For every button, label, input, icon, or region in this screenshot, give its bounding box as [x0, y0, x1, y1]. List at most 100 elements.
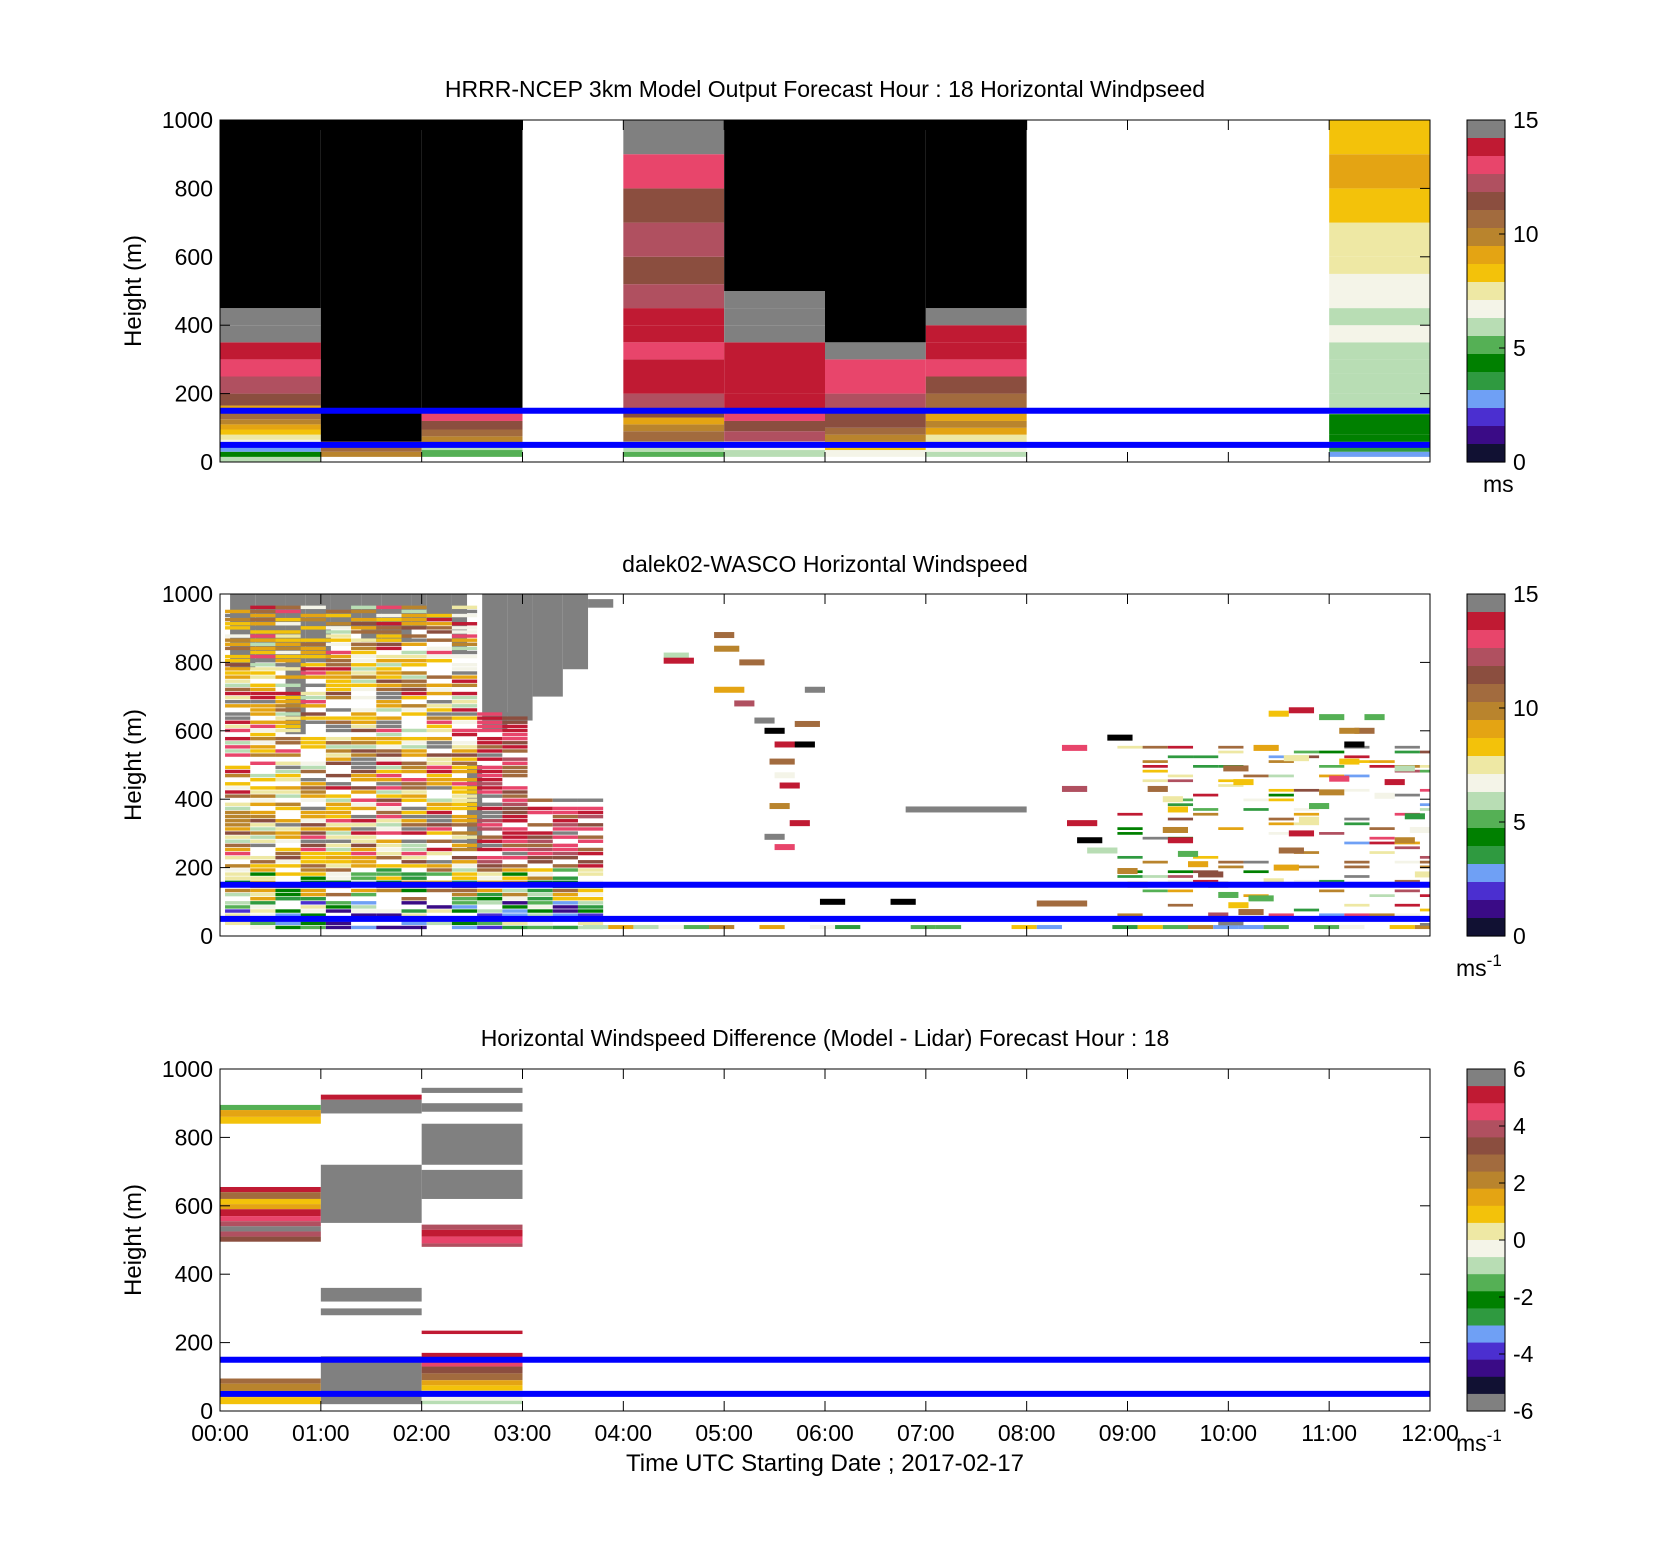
heatmap-cell: [502, 876, 528, 880]
colorbar-segment: [1467, 390, 1505, 409]
heatmap-segment: [769, 758, 795, 765]
heatmap-cell: [426, 741, 452, 745]
heatmap-cell: [376, 675, 402, 679]
heatmap-cell: [552, 925, 578, 930]
colorbar-segment: [1467, 828, 1505, 847]
heatmap-cell: [502, 749, 528, 753]
x-tick-label: 07:00: [897, 1420, 955, 1446]
heatmap-cell: [325, 905, 352, 909]
heatmap-cell: [451, 671, 478, 675]
heatmap-cell: [325, 638, 352, 642]
heatmap-cell: [1268, 793, 1294, 797]
heatmap-cell: [376, 806, 402, 811]
heatmap-cell: [451, 806, 478, 811]
heatmap-cell: [325, 691, 352, 696]
colorbar-segment: [1467, 444, 1505, 463]
heatmap-cell: [275, 835, 301, 839]
heatmap-cell: [623, 410, 725, 418]
heatmap-cell: [225, 675, 251, 679]
heatmap-cell: [376, 819, 402, 823]
heatmap-cell: [1117, 913, 1143, 917]
heatmap-cell: [376, 864, 402, 868]
heatmap-cell: [250, 720, 276, 724]
heatmap-cell: [451, 716, 478, 720]
heatmap-cell: [376, 658, 402, 663]
colorbar-segment: [1467, 1274, 1505, 1292]
heatmap-cell: [577, 864, 604, 868]
heatmap-cell: [250, 736, 276, 741]
heatmap-cell: [250, 839, 276, 843]
heatmap-cell: [1369, 894, 1395, 898]
heatmap-cell: [325, 622, 352, 626]
heatmap-cell: [275, 773, 301, 778]
heatmap-cell: [351, 835, 377, 839]
heatmap-cell: [1243, 798, 1269, 802]
heatmap-cell: [1142, 745, 1168, 749]
heatmap-cell: [275, 794, 301, 798]
heatmap-cell: [421, 436, 523, 444]
heatmap-cell: [325, 609, 352, 614]
heatmap-cell: [351, 769, 377, 774]
heatmap-cell: [477, 728, 503, 733]
colorbar-segment: [1467, 918, 1505, 937]
heatmap-cell: [275, 819, 301, 823]
heatmap-cell: [300, 864, 326, 868]
heatmap-cell: [502, 921, 528, 926]
heatmap-segment: [1384, 779, 1405, 786]
heatmap-cell: [451, 868, 478, 872]
heatmap-cell: [1142, 765, 1168, 768]
heatmap-cell: [623, 393, 725, 411]
colorbar-segment: [1467, 1137, 1505, 1156]
heatmap-cell: [1268, 798, 1294, 802]
x-tick-label: 09:00: [1099, 1420, 1157, 1446]
heatmap-cell: [825, 434, 926, 442]
heatmap-cell: [1394, 879, 1420, 883]
heatmap-cell: [633, 925, 659, 930]
heatmap-segment: [794, 720, 820, 727]
colorbar-unit: ms: [1483, 471, 1514, 497]
heatmap-cell: [225, 646, 251, 651]
heatmap-cell: [451, 728, 478, 733]
heatmap-cell: [724, 393, 825, 411]
heatmap-cell: [451, 630, 478, 634]
colorbar-segment: [1467, 684, 1505, 703]
heatmap-cell: [376, 851, 402, 856]
heatmap-cell: [426, 782, 452, 786]
y-tick-label: 600: [175, 244, 213, 270]
heatmap-cell: [477, 765, 503, 770]
heatmap-cell: [527, 847, 553, 852]
heatmap-cell: [325, 773, 352, 778]
heatmap-cell: [1137, 925, 1163, 930]
heatmap-cell: [225, 819, 251, 823]
heatmap-cell: [300, 646, 326, 651]
heatmap-cell: [401, 626, 427, 630]
heatmap-cell: [376, 671, 402, 675]
heatmap-cell: [220, 1226, 321, 1232]
heatmap-cell: [220, 456, 321, 462]
heatmap-cell: [401, 634, 427, 638]
heatmap-cell: [1142, 860, 1168, 864]
heatmap-cell: [658, 925, 684, 930]
heatmap-cell: [225, 736, 251, 741]
heatmap-cell: [300, 901, 326, 905]
heatmap-cell: [401, 695, 427, 700]
heatmap-cell: [623, 424, 725, 432]
heatmap-cell: [300, 741, 326, 745]
heatmap-cell: [376, 609, 402, 614]
heatmap-cell: [300, 913, 326, 917]
heatmap-cell: [225, 790, 251, 794]
x-tick-label: 02:00: [393, 1420, 451, 1446]
heatmap-cell: [502, 810, 528, 815]
heatmap-cell: [275, 761, 301, 765]
colorbar-segment: [1467, 846, 1505, 865]
heatmap-cell: [250, 901, 276, 905]
heatmap-cell: [250, 897, 276, 901]
heatmap-cell: [250, 671, 276, 675]
heatmap-cell: [275, 741, 301, 745]
heatmap-cell: [502, 728, 528, 733]
colorbar-segment: [1467, 630, 1505, 649]
heatmap-cell: [1218, 750, 1244, 754]
heatmap-cell: [502, 905, 528, 909]
heatmap-cell: [451, 650, 478, 655]
heatmap-cell: [1268, 774, 1294, 778]
